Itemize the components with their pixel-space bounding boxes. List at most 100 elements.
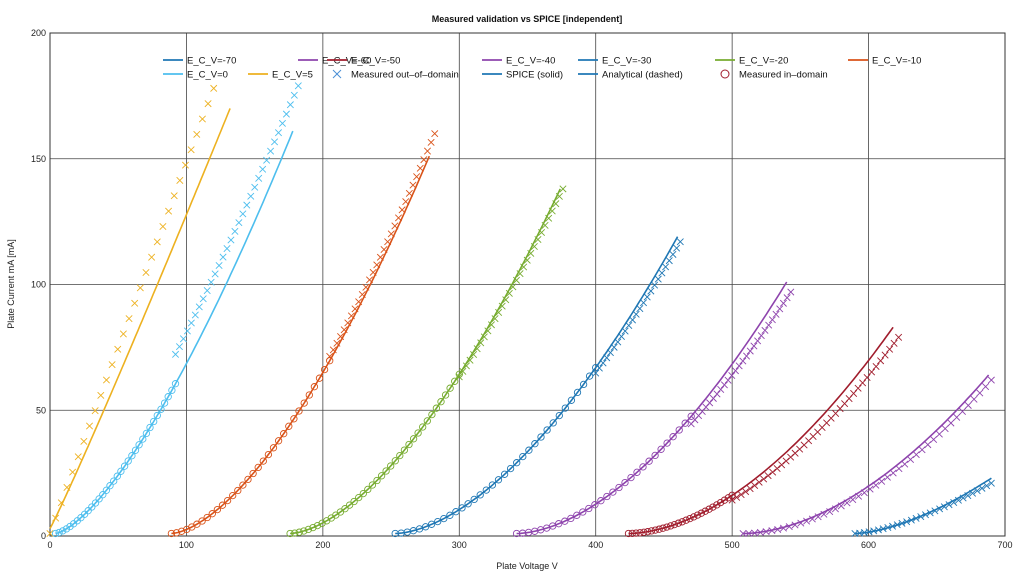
y-tick-label: 50 [36,405,46,415]
measured-out-point [559,185,567,193]
measured-out-point [219,253,227,261]
measured-out-point [621,327,629,335]
measured-out-point [97,391,105,399]
measured-out-point [181,161,190,169]
measured-out-point [785,523,793,531]
measured-out-point [761,326,769,334]
measured-out-point [509,283,517,291]
measured-in-point [318,519,326,527]
measured-out-point [918,446,926,454]
measured-out-point [427,138,435,146]
measured-out-point [473,345,481,353]
measured-out-point [651,281,659,289]
measured-in-point [682,516,690,524]
measured-in-point [667,522,675,530]
measured-out-point [964,401,972,409]
measured-out-point [863,373,871,382]
measured-out-point [826,508,834,516]
measured-in-point [313,521,322,530]
legend-label: SPICE (solid) [506,70,563,81]
measured-in-point [716,498,725,507]
measured-in-point [555,520,563,528]
spice-line [628,326,894,535]
measured-in-point [269,444,278,452]
legend-label: Measured out–of–domain [351,70,459,81]
measured-out-point [420,156,428,164]
measured-out-point [745,529,753,537]
measured-out-point [737,491,745,499]
measured-in-point [513,459,521,467]
measured-out-point [520,263,528,271]
measured-in-point [709,503,717,511]
measured-out-point [742,488,750,496]
measured-out-point [470,350,478,359]
measured-out-point [477,339,485,347]
measured-out-point [728,371,736,380]
measured-out-point [709,394,717,402]
measured-out-point [917,513,925,521]
measured-out-point [964,492,972,500]
measured-out-point [91,407,99,415]
measured-out-point [912,451,920,459]
measured-out-point [413,173,421,181]
measured-out-point [462,362,470,370]
measured-in-point [632,529,640,537]
measured-in-point [561,404,569,412]
measured-out-point [762,528,770,536]
measured-out-point [85,422,94,430]
measured-out-point [333,339,341,347]
measured-out-point [658,269,666,277]
measured-in-point [177,527,186,535]
measured-out-point [906,455,915,463]
measured-out-point [921,511,930,519]
measured-in-point [693,511,702,519]
measured-out-point [57,499,65,507]
measured-in-point [350,497,358,506]
measured-out-point [552,200,560,208]
measured-out-point [773,464,781,473]
measured-in-point [597,497,605,505]
measured-in-point [244,475,252,484]
measured-out-point [739,357,747,365]
measured-out-point [797,519,805,527]
measured-in-point [678,518,686,526]
measured-out-point [176,176,184,184]
measured-out-point [754,337,762,345]
measured-out-point [227,236,235,244]
measured-out-point [204,100,212,108]
measured-in-point [304,525,313,534]
measured-out-point [733,493,741,501]
measured-in-point [167,529,176,538]
series-grid-5 [46,84,231,538]
measured-out-point [210,84,218,92]
measured-out-point [881,351,889,359]
measured-out-point [108,361,116,369]
measured-out-point [787,288,795,296]
measured-in-point [223,496,232,505]
plot-frame [49,32,1006,537]
measured-in-point [657,445,665,453]
measured-out-point [958,407,967,415]
measured-out-point [837,502,845,510]
legend-item: E_C_V=-60 [298,56,371,67]
spice-line [55,130,294,535]
measured-out-point [484,327,492,335]
measured-in-point [494,476,503,484]
spice-line [49,108,231,529]
measured-out-point [774,525,782,533]
measured-out-point [757,332,765,340]
measured-out-point [702,403,710,411]
measured-in-point [579,508,587,516]
measured-out-point [159,222,167,230]
measured-out-point [165,207,173,215]
measured-out-point [530,242,538,250]
measured-out-point [898,519,906,527]
series-grid-minus30 [391,236,684,538]
legend-swatch [720,69,730,79]
measured-in-point [264,450,273,459]
x-tick-label: 400 [588,540,603,550]
measured-out-point [850,389,858,397]
measured-in-point [208,510,216,518]
measured-out-point [243,201,251,209]
measured-out-point [340,326,348,334]
